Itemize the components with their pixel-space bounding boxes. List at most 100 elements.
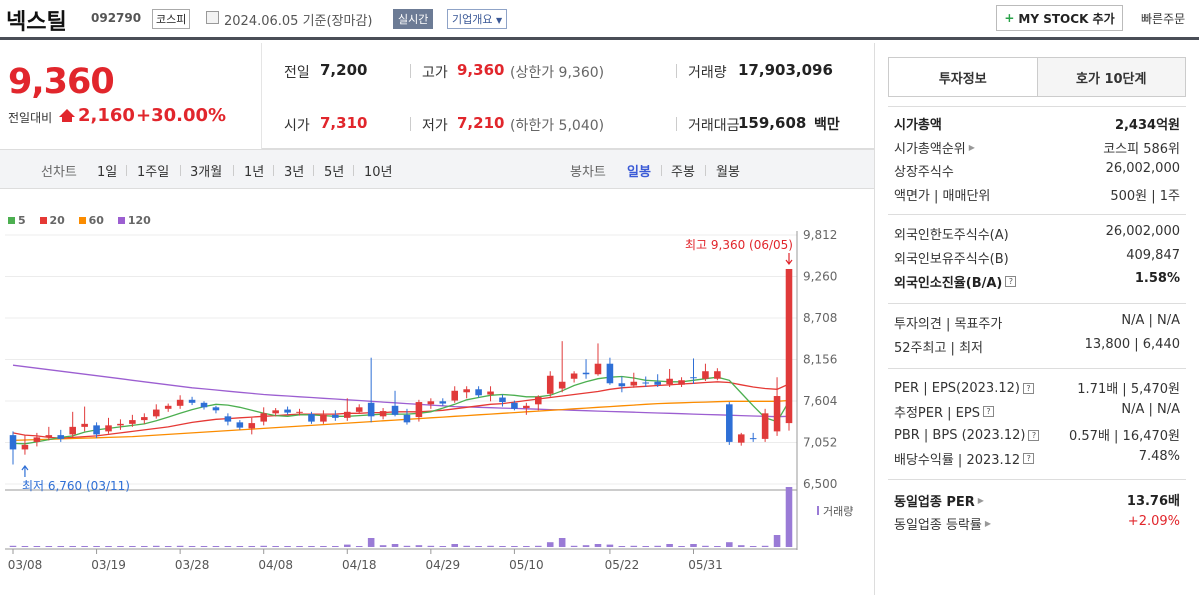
help-icon[interactable]: ? [1005,275,1017,287]
volume-bar [391,544,399,547]
candle-body [487,391,494,395]
candle-body [702,371,709,379]
volume-label: 거래량 [823,505,853,518]
volume-bar [9,545,17,547]
candle-body [343,411,351,418]
info-row-label: 외국인보유주식수(B) [894,251,1009,267]
period-selector: 선차트 1일 1주일 3개월 1년 3년 5년 10년 봉차트 일봉 주봉 월봉 [0,149,874,189]
volume-bar [427,545,435,547]
info-row[interactable]: 시가총액순위 ▶ 코스피 586위 [894,138,1180,158]
company-overview-button[interactable]: 기업개요 ▼ [447,9,508,29]
info-row-value: 7.48% [1138,448,1180,464]
quick-order-button[interactable]: 빠른주문 [1141,12,1186,26]
candle-body [427,401,435,405]
volume-bar [666,544,673,547]
candle-body [21,444,29,450]
info-row: 외국인보유주식수(B) 409,847 [894,248,1180,268]
info-row[interactable]: 동일업종 PER ▶ 13.76배 [894,490,1180,510]
info-row-label-group: 동일업종 등락률 ▶ [894,514,991,534]
low-value: 7,210 [457,114,505,132]
tab-orderbook[interactable]: 호가 10단계 [1036,58,1185,96]
candle-body [475,389,482,396]
ma-legend: 5 20 60 120 [8,214,161,227]
prev-close-label: 전일 [284,65,310,81]
period-3y[interactable]: 3년 [284,165,305,180]
open-value: 7,310 [320,114,368,132]
volume-bar [403,545,411,547]
help-icon[interactable]: ? [1022,382,1034,394]
candle-daily[interactable]: 일봉 [627,165,651,180]
separator [273,165,274,176]
candle-body [582,372,590,375]
candle-body [332,414,339,418]
y-tick-label: 7,604 [803,394,837,408]
period-1y[interactable]: 1년 [244,165,265,180]
info-row-label: 상장주식수 [894,165,954,180]
candle-body [523,405,530,409]
candle-body [33,437,41,442]
volume-bar [606,544,614,547]
candle-weekly[interactable]: 주봉 [671,165,695,180]
realtime-badge[interactable]: 실시간 [393,9,434,29]
y-tick-label: 9,812 [803,228,837,242]
help-icon[interactable]: ? [1028,429,1040,441]
volume-bar [749,546,757,547]
info-row: 배당수익률 | 2023.12? 7.48% [894,449,1180,469]
volume-bar [152,545,160,547]
info-row-label: PBR | BPS (2023.12) [894,427,1026,443]
period-10y[interactable]: 10년 [364,165,393,180]
candle-body [439,401,447,404]
candle-body [9,435,17,450]
period-3m[interactable]: 3개월 [190,165,223,180]
candle-body [117,423,124,426]
period-5y[interactable]: 5년 [324,165,345,180]
info-row-value: 0.57배 | 16,470원 [1069,429,1180,444]
ma20-line [12,381,790,439]
volume-bar [379,545,387,547]
volume-bar [176,545,184,547]
volume-bar [141,546,148,547]
volume-bar [463,545,470,547]
volume-bar [117,546,124,547]
period-1d[interactable]: 1일 [97,165,118,180]
info-row-label: 배당수익률 | 2023.12 [894,453,1021,468]
volume-bar [439,546,447,547]
volume-bar [726,542,733,547]
volume-bar [343,544,351,547]
add-mystock-label: MY STOCK 추가 [1018,11,1115,26]
change-rate: +30.00% [136,105,227,126]
volume-bar [785,487,793,547]
candle-body [666,378,673,385]
volume-bar [332,546,339,547]
candle-monthly[interactable]: 월봉 [716,165,740,180]
volume-bar [654,545,661,547]
candle-body [737,434,745,443]
volume-bar [630,545,638,547]
info-row: PBR | BPS (2023.12)? 0.57배 | 16,470원 [894,425,1180,445]
price-chart[interactable]: 9,812 9,260 8,708 8,156 7,604 7,052 6,500 03/08… [0,190,874,595]
volume-bar [105,546,112,547]
candle-chart-label: 봉차트 [570,165,606,180]
current-price: 9,360 [8,62,115,102]
candle-body [248,423,256,429]
candle-body [451,390,459,401]
volume-bar [296,546,303,547]
separator [180,165,181,176]
help-icon[interactable]: ? [1023,453,1035,464]
candle-body [236,422,244,428]
candle-body [141,417,148,421]
volume-bar [248,546,256,547]
help-icon[interactable]: ? [982,406,994,417]
info-row[interactable]: 동일업종 등락률 ▶ +2.09% [894,514,1180,534]
legend-ma120: 120 [117,214,151,227]
x-tick-label: 05/10 [509,558,544,572]
separator [353,165,354,176]
section-divider [888,303,1186,304]
amount-value: 159,608 [738,114,807,132]
market-badge: 코스피 [152,9,191,29]
tab-investment-info[interactable]: 투자정보 [889,58,1037,96]
period-1w[interactable]: 1주일 [137,165,170,180]
add-mystock-button[interactable]: + MY STOCK 추가 [996,5,1123,31]
volume-bar [594,544,602,547]
chevron-right-icon: ▶ [984,519,992,528]
